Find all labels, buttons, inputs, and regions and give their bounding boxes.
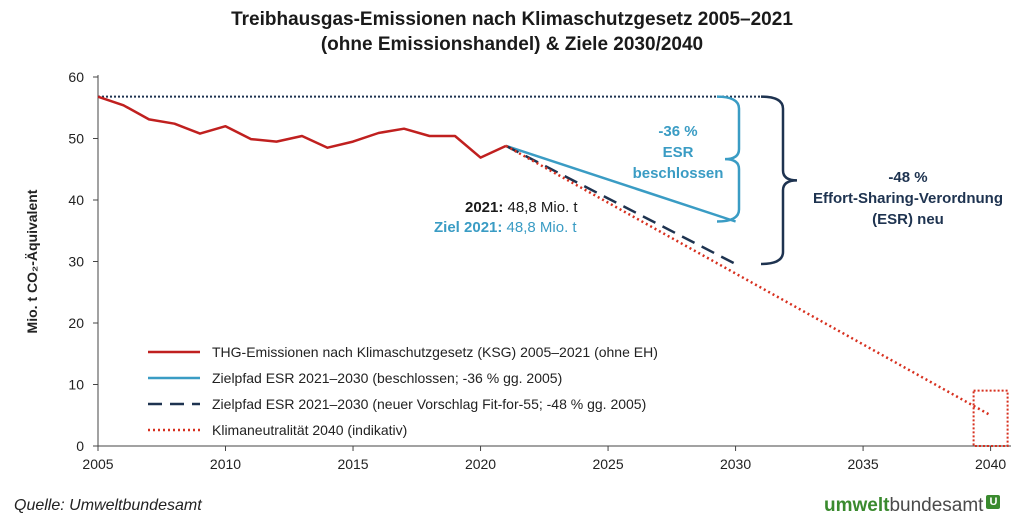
annotation-2021-target: Ziel 2021: 48,8 Mio. t xyxy=(434,219,577,236)
x-tick-label: 2005 xyxy=(82,456,113,472)
y-tick-label: 40 xyxy=(68,192,84,208)
y-tick-label: 60 xyxy=(68,69,84,85)
uba-logo: umweltbundesamt U xyxy=(824,495,1001,517)
logo-text-umwelt: umwelt xyxy=(824,495,890,516)
chart-title: Treibhausgas-Emissionen nach Klimaschutz… xyxy=(231,9,793,30)
x-tick-label: 2015 xyxy=(337,456,368,472)
esr-new-line1: Effort-Sharing-Verordnung xyxy=(813,190,1003,207)
x-tick-label: 2020 xyxy=(465,456,496,472)
annotation-2021-actual: 2021: 48,8 Mio. t xyxy=(465,199,578,216)
esr-decided-line2: beschlossen xyxy=(633,165,724,182)
esr-decided-pct: -36 % xyxy=(658,123,697,140)
y-axis-label: Mio. t CO₂-Äquivalent xyxy=(24,189,40,333)
legend-label-2: Zielpfad ESR 2021–2030 (beschlossen; -36… xyxy=(212,370,562,386)
series-line-2 xyxy=(505,144,736,223)
series-line-4 xyxy=(505,144,992,417)
brace-esr-decided xyxy=(716,95,741,223)
target-2040-box xyxy=(972,389,1009,447)
logo-text-bundesamt: bundesamt xyxy=(889,495,984,516)
legend-label-4: Klimaneutralität 2040 (indikativ) xyxy=(212,422,407,438)
esr-decided-line1: ESR xyxy=(663,144,694,161)
y-tick-label: 50 xyxy=(68,131,84,147)
y-tick-label: 0 xyxy=(76,438,84,454)
brace-esr-new xyxy=(760,95,798,266)
source-note: Quelle: Umweltbundesamt xyxy=(14,497,202,514)
y-tick-label: 10 xyxy=(68,377,84,393)
x-tick-label: 2035 xyxy=(848,456,879,472)
esr-new-line2: (ESR) neu xyxy=(872,211,944,228)
chart-subtitle: (ohne Emissionshandel) & Ziele 2030/2040 xyxy=(320,34,704,55)
series-line-1 xyxy=(97,95,507,159)
x-tick-label: 2040 xyxy=(975,456,1006,472)
y-tick-label: 30 xyxy=(68,254,84,270)
legend-label-3: Zielpfad ESR 2021–2030 (neuer Vorschlag … xyxy=(212,396,646,412)
logo-mark-icon: U xyxy=(986,495,1001,509)
x-tick-label: 2025 xyxy=(592,456,623,472)
y-tick-label: 20 xyxy=(68,315,84,331)
x-tick-label: 2010 xyxy=(210,456,241,472)
legend-label-1: THG-Emissionen nach Klimaschutzgesetz (K… xyxy=(212,344,658,360)
esr-new-pct: -48 % xyxy=(888,169,927,186)
x-tick-label: 2030 xyxy=(720,456,751,472)
